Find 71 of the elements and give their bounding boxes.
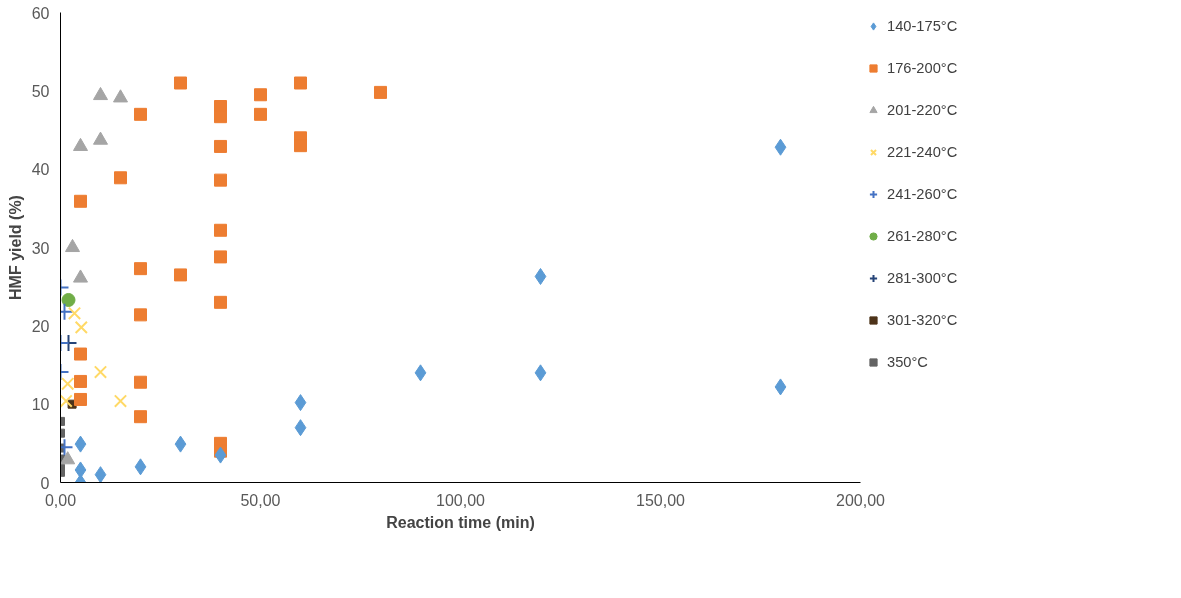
point	[74, 461, 87, 479]
point	[774, 138, 787, 156]
point	[294, 419, 307, 437]
point	[67, 306, 82, 320]
point	[134, 107, 147, 121]
point	[74, 392, 87, 406]
point	[73, 269, 88, 283]
point	[61, 293, 76, 307]
y-tick-label: 30	[31, 239, 50, 257]
y-axis-title: HMF yield (%)	[6, 195, 24, 300]
legend-label: 176-200°C	[887, 60, 958, 76]
point	[74, 347, 87, 361]
legend-label: 301-320°C	[887, 312, 958, 328]
x-tick-label: 50,00	[240, 491, 281, 509]
point	[774, 378, 787, 396]
legend-label: 281-300°C	[887, 270, 958, 286]
x-tick-label: 100,00	[436, 491, 486, 509]
point	[94, 466, 107, 483]
point	[214, 110, 227, 124]
point	[74, 320, 88, 335]
point	[60, 394, 73, 408]
point	[214, 295, 227, 309]
point	[74, 374, 87, 388]
legend-label: 350°C	[887, 354, 928, 370]
point	[294, 76, 307, 90]
point	[374, 85, 387, 99]
point	[214, 139, 227, 153]
point	[134, 458, 147, 476]
point	[174, 435, 187, 453]
legend-label: 221-240°C	[887, 144, 958, 160]
legend-label: 261-280°C	[887, 228, 958, 244]
x-tick-label: 0,00	[44, 491, 77, 509]
point	[93, 86, 108, 101]
point	[93, 131, 108, 145]
point	[254, 107, 267, 121]
point	[534, 364, 547, 382]
y-tick-label: 50	[31, 82, 50, 100]
y-tick-label: 60	[31, 4, 50, 22]
y-tick-label: 0	[40, 474, 50, 492]
x-tick-label: 150,00	[636, 491, 686, 509]
point	[174, 268, 187, 282]
y-tick-label: 40	[31, 161, 50, 179]
legend-label: 241-260°C	[887, 186, 958, 202]
point	[254, 88, 267, 102]
point	[134, 410, 147, 424]
point	[93, 365, 108, 379]
point	[134, 308, 147, 322]
point	[74, 194, 87, 208]
legend-label: 201-220°C	[887, 102, 958, 118]
point	[114, 171, 127, 185]
x-tick-label: 200,00	[836, 491, 886, 509]
point	[74, 435, 87, 453]
legend-label: 140-175°C	[887, 18, 958, 34]
point	[214, 446, 227, 464]
point	[61, 377, 75, 391]
point	[534, 267, 547, 285]
y-tick-label: 10	[31, 396, 50, 414]
point	[65, 238, 80, 253]
y-tick-label: 20	[31, 317, 50, 335]
point	[174, 76, 187, 90]
point	[134, 375, 147, 389]
point	[60, 451, 76, 465]
point	[294, 394, 307, 412]
point	[113, 89, 128, 103]
point	[214, 250, 227, 264]
point	[414, 364, 427, 382]
x-axis-title: Reaction time (min)	[386, 513, 535, 531]
point	[113, 394, 128, 408]
point	[134, 262, 147, 276]
point	[214, 173, 227, 187]
point	[214, 223, 227, 237]
